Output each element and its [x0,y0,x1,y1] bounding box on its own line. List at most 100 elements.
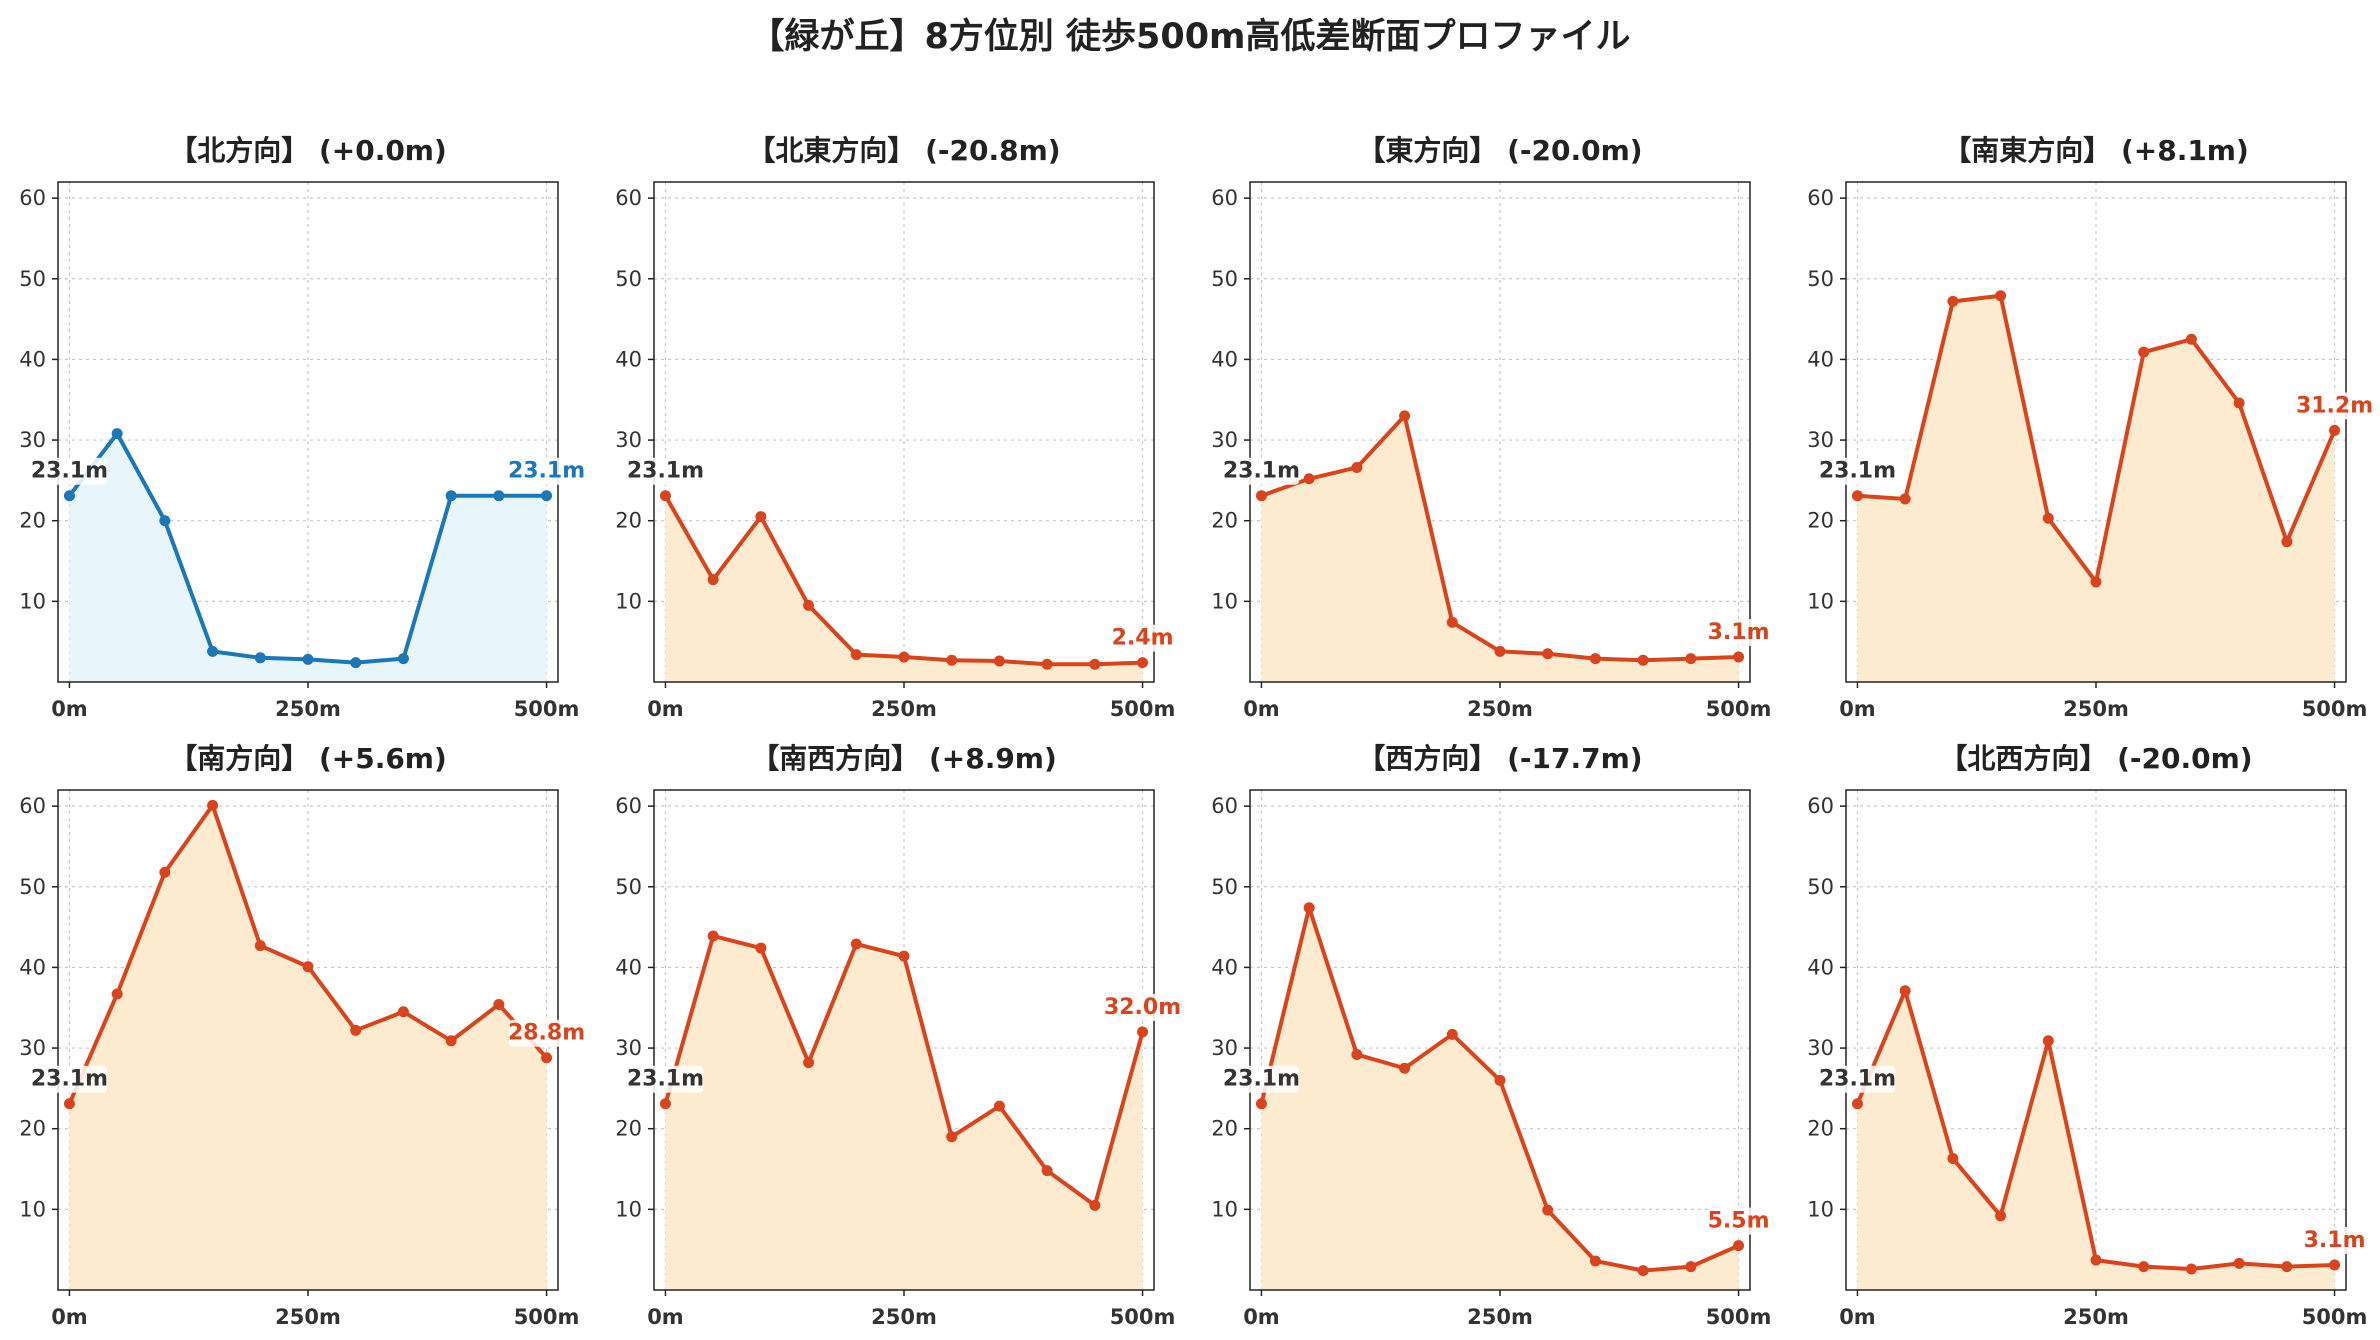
x-tick-label: 250m [1467,1305,1533,1329]
y-tick-label: 50 [1807,267,1834,291]
elevation-point [2281,536,2293,548]
y-tick-label: 10 [19,589,46,613]
elevation-point [302,653,314,665]
elevation-point [1733,651,1745,663]
y-tick-label: 30 [615,428,642,452]
end-elevation-label-bg [1111,624,1174,652]
y-tick-label: 50 [1807,875,1834,899]
elevation-point [1589,1255,1601,1267]
elevation-point [755,942,767,954]
y-tick-label: 10 [1211,589,1238,613]
elevation-point [2233,1257,2245,1269]
end-elevation-label-bg [1104,993,1181,1021]
profile-panel-1: 【北東方向】 (-20.8m) 10 20 30 40 50 60 0m 250m 500m 23.… [615,134,1175,721]
panel-title: 【南方向】 (+5.6m) [169,742,447,775]
y-tick-label: 40 [1211,347,1238,371]
elevation-point [1947,1153,1959,1165]
y-tick-label: 50 [615,267,642,291]
elevation-point [159,515,171,527]
end-elevation-label: 28.8m [508,1021,585,1046]
y-tick-label: 20 [1807,509,1834,533]
elevation-point [1255,490,1267,502]
elevation-point [1399,410,1411,422]
elevation-point [493,490,505,502]
end-elevation-label: 2.4m [1112,626,1174,651]
elevation-point [111,428,123,440]
end-elevation-label-bg [1707,619,1770,646]
y-tick-label: 50 [615,875,642,899]
x-tick-label: 0m [51,1305,88,1329]
panel-title: 【南西方向】 (+8.9m) [751,742,1057,775]
elevation-point [803,1057,815,1069]
start-elevation-label-bg [1819,1065,1896,1093]
start-elevation-label: 23.1m [31,1067,108,1092]
elevation-point [1137,657,1149,669]
x-tick-label: 250m [871,697,937,721]
elevation-area [1857,295,2335,682]
y-tick-label: 60 [615,794,642,818]
y-tick-label: 40 [1807,347,1834,371]
end-elevation-label-bg [508,1019,585,1047]
elevation-point [2042,1035,2054,1047]
x-tick-label: 0m [647,697,684,721]
x-tick-label: 0m [647,1305,684,1329]
elevation-point [397,1006,409,1018]
x-tick-label: 250m [871,1305,937,1329]
y-tick-label: 10 [19,1197,46,1221]
elevation-point [898,651,910,663]
elevation-point [1446,616,1458,628]
profile-panel-0: 【北方向】 (+0.0m) 10 20 30 40 50 60 0m 250m 500m 23.1m… [19,134,585,721]
elevation-point [1947,295,1959,307]
figure-title: 【緑が丘】8方位別 徒歩500m高低差断面プロファイル [749,17,1631,57]
y-tick-label: 60 [1211,794,1238,818]
elevation-point [2090,576,2102,588]
elevation-point [707,930,719,942]
elevation-point [445,1035,457,1047]
elevation-point [1899,493,1911,505]
end-elevation-label-bg [1707,1207,1770,1235]
elevation-point [1351,461,1363,473]
elevation-area [1857,990,2335,1290]
y-tick-label: 30 [1807,1036,1834,1060]
elevation-point [1494,645,1506,657]
elevation-point [541,1052,553,1064]
elevation-point [1899,985,1911,997]
x-tick-label: 500m [514,697,580,721]
end-elevation-label-bg [508,457,585,485]
x-tick-label: 500m [1706,1305,1772,1329]
x-tick-label: 250m [2063,697,2129,721]
y-tick-label: 30 [19,428,46,452]
profile-panel-5: 【南西方向】 (+8.9m) 10 20 30 40 50 60 0m 250m 500m 23.1… [615,742,1181,1329]
y-tick-label: 40 [1807,955,1834,979]
elevation-point [898,950,910,962]
y-tick-label: 20 [1807,1117,1834,1141]
elevation-point [2042,512,2054,524]
end-elevation-label: 5.5m [1708,1209,1770,1234]
elevation-point [1351,1049,1363,1061]
panel-title: 【北東方向】 (-20.8m) [747,134,1060,167]
y-tick-label: 30 [1211,428,1238,452]
elevation-point [993,655,1005,667]
y-tick-label: 60 [19,794,46,818]
elevation-point [1685,1261,1697,1273]
elevation-point [1637,654,1649,666]
elevation-point [1494,1074,1506,1086]
start-elevation-label-bg [627,457,704,485]
x-tick-label: 0m [1243,697,1280,721]
start-elevation-label: 23.1m [627,459,704,484]
elevation-point [207,645,219,657]
elevation-point [993,1100,1005,1112]
elevation-area [665,495,1143,682]
elevation-point [2138,1261,2150,1273]
elevation-point [350,1024,362,1036]
elevation-point [63,490,75,502]
start-elevation-label-bg [1819,457,1896,485]
elevation-point [1041,1165,1053,1177]
y-tick-label: 20 [19,509,46,533]
y-tick-label: 60 [1807,794,1834,818]
elevation-point [2138,346,2150,358]
y-tick-label: 40 [615,955,642,979]
y-tick-label: 40 [19,955,46,979]
elevation-point [659,1098,671,1110]
y-tick-label: 50 [19,875,46,899]
